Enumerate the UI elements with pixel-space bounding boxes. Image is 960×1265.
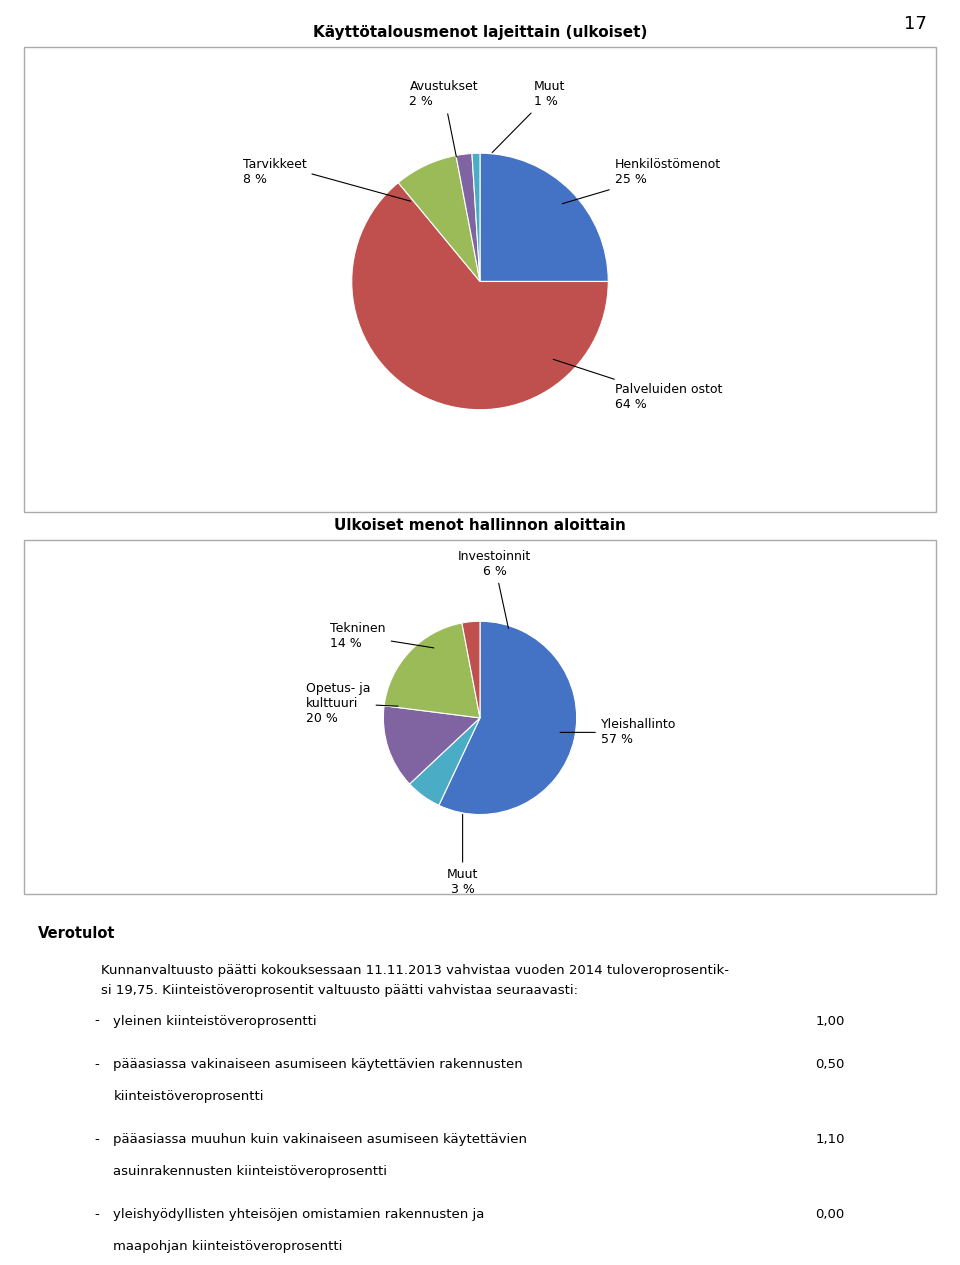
Text: 1,10: 1,10: [815, 1133, 845, 1146]
Wedge shape: [398, 156, 480, 282]
Text: asuinrakennusten kiinteistöveroprosentti: asuinrakennusten kiinteistöveroprosentti: [113, 1165, 387, 1178]
Text: 0,00: 0,00: [816, 1208, 845, 1221]
Text: Avustukset
2 %: Avustukset 2 %: [410, 80, 478, 157]
Wedge shape: [351, 182, 609, 410]
Wedge shape: [462, 621, 480, 719]
Wedge shape: [439, 621, 577, 815]
Text: 1,00: 1,00: [815, 1015, 845, 1027]
Text: -: -: [94, 1133, 99, 1146]
Text: Muut
3 %: Muut 3 %: [447, 815, 478, 896]
Text: Kunnanvaltuusto päätti kokouksessaan 11.11.2013 vahvistaa vuoden 2014 tuloveropr: Kunnanvaltuusto päätti kokouksessaan 11.…: [101, 964, 729, 977]
Text: pääasiassa vakinaiseen asumiseen käytettävien rakennusten: pääasiassa vakinaiseen asumiseen käytett…: [113, 1058, 523, 1070]
Text: Tekninen
14 %: Tekninen 14 %: [330, 622, 434, 650]
Text: 17: 17: [903, 15, 926, 33]
Text: -: -: [94, 1208, 99, 1221]
Text: Verotulot: Verotulot: [38, 926, 116, 941]
Text: Yleishallinto
57 %: Yleishallinto 57 %: [560, 719, 676, 746]
Wedge shape: [384, 622, 480, 719]
Wedge shape: [410, 719, 480, 806]
Wedge shape: [383, 706, 480, 784]
Text: pääasiassa muuhun kuin vakinaiseen asumiseen käytettävien: pääasiassa muuhun kuin vakinaiseen asumi…: [113, 1133, 527, 1146]
Text: yleinen kiinteistöveroprosentti: yleinen kiinteistöveroprosentti: [113, 1015, 317, 1027]
Title: Käyttötalousmenot lajeittain (ulkoiset): Käyttötalousmenot lajeittain (ulkoiset): [313, 25, 647, 39]
Text: -: -: [94, 1015, 99, 1027]
Wedge shape: [480, 153, 609, 282]
Text: maapohjan kiinteistöveroprosentti: maapohjan kiinteistöveroprosentti: [113, 1240, 343, 1252]
Wedge shape: [472, 153, 480, 282]
Text: Henkilöstömenot
25 %: Henkilöstömenot 25 %: [563, 158, 721, 204]
Text: kiinteistöveroprosentti: kiinteistöveroprosentti: [113, 1089, 264, 1103]
Text: Tarvikkeet
8 %: Tarvikkeet 8 %: [243, 158, 411, 201]
Text: 0,50: 0,50: [815, 1058, 845, 1070]
Wedge shape: [456, 153, 480, 282]
Text: Opetus- ja
kulttuuri
20 %: Opetus- ja kulttuuri 20 %: [306, 682, 398, 725]
Text: si 19,75. Kiinteistöveroprosentit valtuusto päätti vahvistaa seuraavasti:: si 19,75. Kiinteistöveroprosentit valtuu…: [101, 984, 578, 997]
Title: Ulkoiset menot hallinnon aloittain: Ulkoiset menot hallinnon aloittain: [334, 519, 626, 533]
Text: -: -: [94, 1058, 99, 1070]
Text: Muut
1 %: Muut 1 %: [492, 80, 565, 153]
Text: yleishyödyllisten yhteisöjen omistamien rakennusten ja: yleishyödyllisten yhteisöjen omistamien …: [113, 1208, 485, 1221]
Text: Palveluiden ostot
64 %: Palveluiden ostot 64 %: [553, 359, 722, 411]
Text: Investoinnit
6 %: Investoinnit 6 %: [458, 550, 531, 629]
